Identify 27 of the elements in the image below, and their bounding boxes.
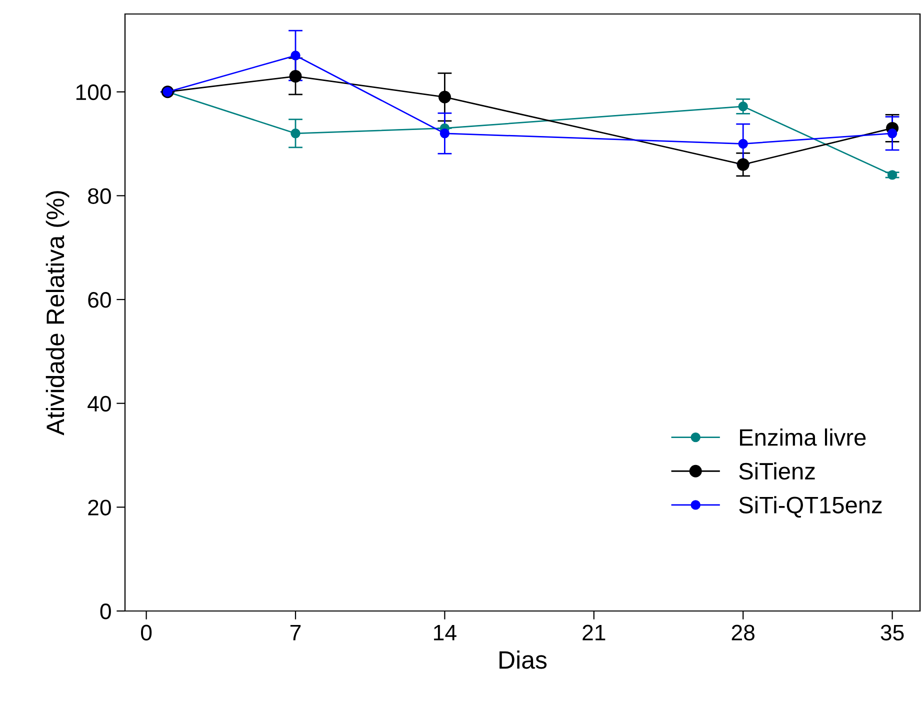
x-tick-label: 28 xyxy=(732,624,754,641)
point xyxy=(738,138,748,149)
y-tick-label: 100 xyxy=(76,84,111,100)
point xyxy=(440,128,450,138)
point xyxy=(290,50,300,60)
point xyxy=(887,170,898,180)
legend-label: Enzima livre xyxy=(740,428,866,446)
point xyxy=(289,70,302,83)
legend-label: SiTienz xyxy=(739,462,815,480)
x-tick-label: 0 xyxy=(141,624,152,641)
x-axis-title: Dias xyxy=(500,650,547,669)
x-tick-label: 7 xyxy=(290,625,301,640)
y-tick-label: 0 xyxy=(100,604,111,620)
point xyxy=(738,102,748,112)
y-axis-title: Atividade Relativa (%) xyxy=(46,191,70,436)
x-tick-label: 14 xyxy=(434,625,456,640)
point xyxy=(290,128,300,138)
y-tick-label: 40 xyxy=(88,396,111,412)
x-tick-label: 21 xyxy=(582,624,606,640)
y-tick-label: 20 xyxy=(88,500,111,516)
point xyxy=(887,128,898,138)
y-tick-label: 60 xyxy=(88,292,111,308)
point xyxy=(736,158,750,171)
x-tick-label: 35 xyxy=(880,624,904,641)
point xyxy=(438,90,451,104)
legend-label: SiTi-QT15enz xyxy=(739,496,882,518)
y-tick-label: 80 xyxy=(88,188,111,204)
